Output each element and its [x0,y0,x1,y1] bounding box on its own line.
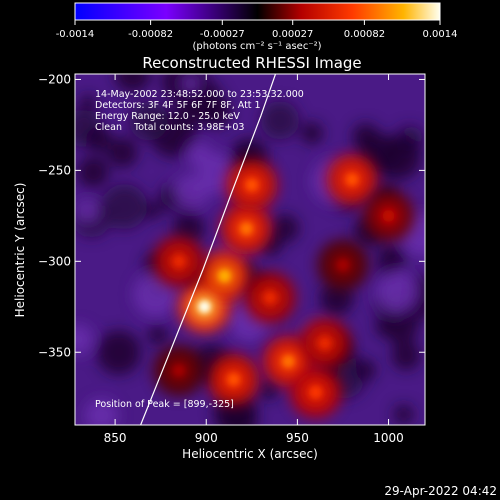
annotation-detectors: Detectors: 3F 4F 5F 6F 7F 8F, Att 1 [95,100,261,111]
y-axis: −200 −250 −300 −350 [38,72,425,359]
heatmap-texture-blob [181,74,200,93]
heatmap-image [75,74,425,425]
y-tick-label: −300 [38,254,71,268]
annotation-time-range: 14-May-2002 23:48:52.000 to 23:53:32.000 [95,89,304,100]
colorbar-unit-label: (photons cm⁻² s⁻¹ asec⁻²) [192,41,321,52]
heatmap-texture-blob [393,404,414,425]
x-axis-label: Heliocentric X (arcsec) [182,447,318,461]
heatmap-texture-blob [96,330,142,375]
heatmap-texture-blob [107,137,138,168]
emission-core [346,173,359,186]
emission-core [245,178,258,191]
emission-core [227,373,240,386]
y-tick-label: −200 [38,72,71,86]
emission-core [240,222,253,235]
emission-core [172,364,185,377]
heatmap-texture-blob [76,199,99,222]
heatmap-texture-blob [258,380,279,400]
x-axis: 850 900 950 1000 [104,74,404,445]
x-tick-label: 950 [286,431,309,445]
x-tick-label: 900 [195,431,218,445]
emission-core [318,337,331,350]
annotation-clean-counts: Clean Total counts: 3.98E+03 [95,122,244,133]
heatmap-texture-blob [79,94,97,112]
x-tick-label: 1000 [373,431,404,445]
colorbar-tick-label: 0.0014 [423,29,458,40]
emission-core [309,386,322,399]
x-tick-label: 850 [104,431,127,445]
colorbar-tick-label: 0.00027 [272,29,313,40]
heatmap-texture-blob [300,121,324,145]
annotation-energy-range: Energy Range: 12.0 - 25.0 keV [95,111,240,122]
heatmap-texture-blob [355,359,377,381]
heatmap-texture-blob [352,123,380,151]
chart-title: Reconstructed RHESSI Image [142,54,361,72]
colorbar-gradient [74,2,441,21]
colorbar-tick-label: -0.00082 [128,29,173,40]
heatmap-texture-blob [260,100,300,140]
colorbar-tick-label: -0.0014 [56,29,95,40]
heatmap-texture-blob [84,398,119,425]
peak-position-label: Position of Peak = [899,-325] [95,399,234,410]
annotation-block: 14-May-2002 23:48:52.000 to 23:53:32.000… [95,89,304,133]
emission-core [218,269,231,282]
heatmap-texture-blob [219,403,257,425]
y-tick-label: −350 [38,345,71,359]
heatmap-texture-blob [144,202,162,220]
heatmap-texture-blob [391,341,421,371]
heatmap-texture-blob [147,324,168,345]
y-tick-label: −250 [38,163,71,177]
heatmap-texture-blob [86,126,112,153]
heatmap-texture-blob [376,270,418,312]
solar-limb-line [140,74,277,425]
heatmap-texture-blob [186,142,213,168]
heatmap-texture-blob [77,156,110,188]
heatmap-sources [152,153,415,419]
emission-core [336,258,349,271]
heatmap-texture-blob [271,214,300,243]
heatmap-texture-blob [375,318,393,337]
heatmap-texture-blob [174,174,209,209]
emission-core [382,209,395,222]
colorbar: -0.0014 -0.00082 -0.00027 0.00027 0.00082 0.0… [56,2,458,52]
emission-core [172,255,185,268]
heatmap-texture-blob [75,324,94,355]
colorbar-ticks: -0.0014 -0.00082 -0.00027 0.00027 0.00082 0.0… [56,20,458,40]
emission-core [198,300,211,313]
colorbar-tick-label: -0.00027 [200,29,245,40]
colorbar-tick-label: 0.00082 [344,29,385,40]
heatmap-texture-blob [101,183,148,230]
y-axis-label: Heliocentric Y (arcsec) [13,183,27,318]
emission-core [264,291,277,304]
footer-date: 29-Apr-2022 04:42 [384,484,497,498]
emission-core [282,355,295,368]
heatmap-texture-blob [129,101,169,141]
plot-frame [74,73,426,426]
heatmap-texture-blob [114,74,151,93]
